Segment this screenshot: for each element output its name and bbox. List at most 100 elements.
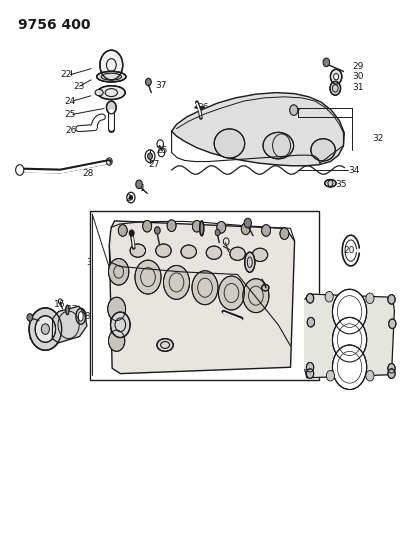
- Text: 1: 1: [139, 183, 145, 192]
- Text: 13: 13: [115, 324, 127, 333]
- Text: 26: 26: [65, 126, 77, 135]
- Ellipse shape: [130, 244, 145, 257]
- Polygon shape: [52, 306, 87, 343]
- Ellipse shape: [199, 221, 203, 236]
- Circle shape: [326, 370, 334, 381]
- Circle shape: [387, 295, 394, 304]
- Circle shape: [154, 227, 160, 234]
- Ellipse shape: [78, 312, 83, 321]
- Circle shape: [163, 265, 189, 300]
- Ellipse shape: [229, 247, 245, 261]
- Text: 28: 28: [82, 169, 93, 178]
- Ellipse shape: [261, 285, 268, 291]
- Text: 30: 30: [352, 72, 363, 81]
- Circle shape: [27, 314, 33, 321]
- Circle shape: [333, 74, 338, 80]
- Text: 33: 33: [298, 105, 309, 114]
- Circle shape: [329, 82, 340, 95]
- Text: 32: 32: [371, 134, 382, 143]
- Text: 11: 11: [261, 279, 272, 288]
- Circle shape: [332, 317, 366, 362]
- Text: 22: 22: [60, 70, 72, 79]
- Text: 9: 9: [249, 224, 255, 233]
- Text: 15: 15: [28, 314, 39, 323]
- Text: 3: 3: [86, 258, 92, 266]
- Text: 16: 16: [54, 300, 65, 309]
- Circle shape: [332, 289, 366, 334]
- Polygon shape: [171, 93, 344, 166]
- Text: 17: 17: [67, 305, 79, 314]
- Text: 27: 27: [148, 160, 159, 168]
- Text: 25: 25: [156, 147, 167, 156]
- Circle shape: [332, 345, 366, 390]
- Circle shape: [41, 324, 49, 334]
- Circle shape: [110, 312, 130, 337]
- Circle shape: [142, 220, 151, 232]
- Polygon shape: [109, 221, 294, 374]
- Circle shape: [129, 230, 134, 236]
- Text: 14: 14: [161, 343, 172, 352]
- Circle shape: [306, 317, 314, 327]
- Text: 36: 36: [196, 103, 208, 112]
- Text: 5: 5: [152, 237, 157, 246]
- Circle shape: [365, 293, 373, 304]
- Circle shape: [324, 292, 333, 302]
- Circle shape: [135, 180, 142, 189]
- Circle shape: [167, 220, 175, 231]
- Ellipse shape: [310, 139, 335, 161]
- Text: 7: 7: [216, 235, 222, 244]
- Circle shape: [387, 369, 394, 378]
- Text: 34: 34: [348, 166, 359, 175]
- Text: 8: 8: [224, 244, 230, 253]
- Ellipse shape: [206, 246, 221, 260]
- Circle shape: [261, 224, 270, 236]
- Ellipse shape: [97, 71, 126, 82]
- Text: 37: 37: [155, 80, 166, 90]
- Circle shape: [29, 308, 61, 350]
- Text: 23: 23: [73, 82, 85, 91]
- Text: 25: 25: [64, 110, 76, 119]
- Text: 18: 18: [79, 312, 91, 321]
- Circle shape: [129, 196, 132, 200]
- Circle shape: [279, 228, 288, 239]
- Text: 31: 31: [352, 83, 363, 92]
- Circle shape: [100, 50, 122, 80]
- Text: 24: 24: [64, 96, 76, 106]
- Circle shape: [322, 58, 329, 67]
- Text: 19: 19: [28, 332, 39, 341]
- Circle shape: [35, 316, 55, 342]
- Text: 6: 6: [200, 228, 205, 237]
- Ellipse shape: [244, 252, 254, 272]
- Circle shape: [365, 370, 373, 381]
- Circle shape: [306, 369, 313, 378]
- Circle shape: [289, 105, 297, 115]
- Text: 12: 12: [221, 312, 232, 321]
- Text: 4: 4: [127, 240, 133, 249]
- Text: 21: 21: [341, 325, 352, 334]
- Text: 2: 2: [125, 194, 131, 203]
- Text: 35: 35: [335, 180, 346, 189]
- Text: 20: 20: [343, 246, 354, 255]
- Circle shape: [147, 153, 152, 159]
- Ellipse shape: [324, 180, 335, 187]
- Circle shape: [108, 330, 124, 351]
- Circle shape: [306, 362, 313, 372]
- Circle shape: [16, 165, 24, 175]
- Ellipse shape: [157, 338, 173, 351]
- Circle shape: [242, 279, 268, 313]
- Circle shape: [118, 224, 127, 236]
- Circle shape: [240, 223, 249, 235]
- Text: 10: 10: [246, 261, 257, 270]
- Ellipse shape: [180, 245, 196, 259]
- Circle shape: [135, 260, 161, 294]
- Circle shape: [191, 271, 218, 305]
- Circle shape: [218, 276, 244, 310]
- Ellipse shape: [65, 305, 69, 315]
- Ellipse shape: [213, 129, 244, 158]
- Polygon shape: [304, 294, 393, 378]
- Ellipse shape: [76, 309, 85, 324]
- Circle shape: [387, 364, 394, 373]
- Circle shape: [330, 69, 341, 84]
- Bar: [90, 212, 318, 380]
- Circle shape: [243, 218, 251, 228]
